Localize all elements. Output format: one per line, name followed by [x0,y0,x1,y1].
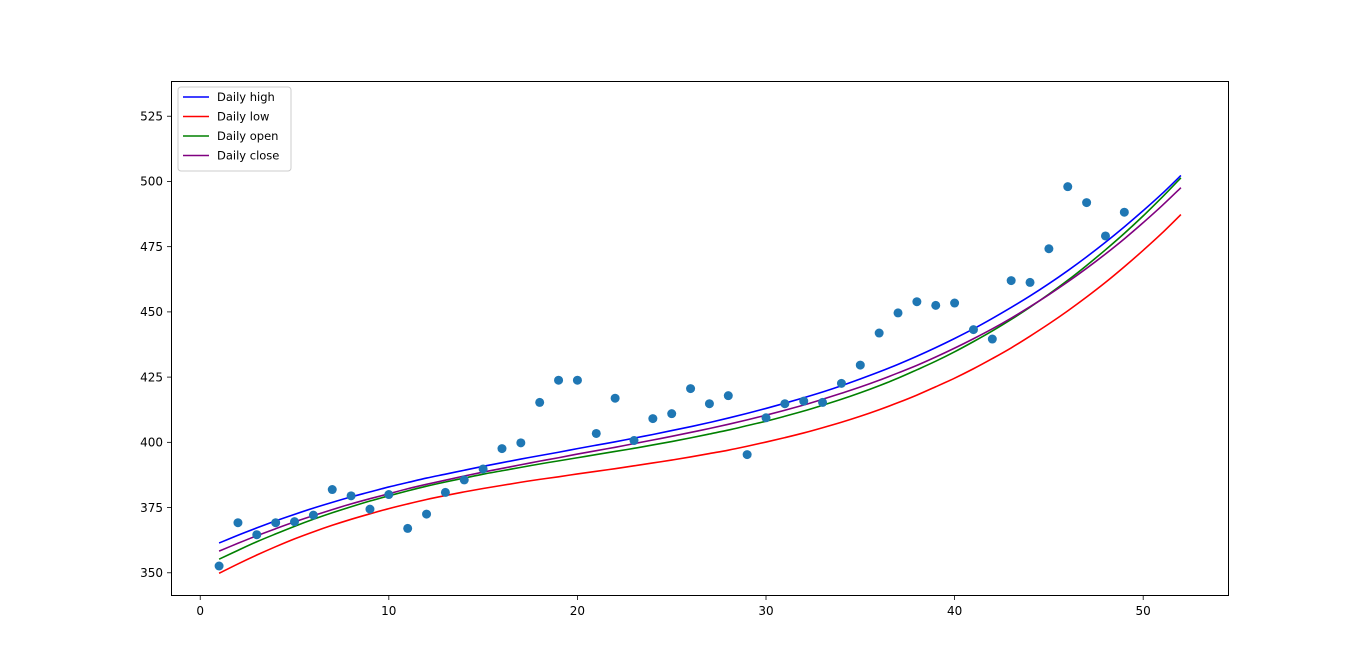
scatter-point [591,428,601,438]
scatter-point [686,384,696,394]
y-tick-label: 475 [140,240,163,254]
x-tick-label: 40 [947,604,962,618]
scatter-point [893,308,903,318]
legend-label-daily-high: Daily high [217,90,275,104]
series-line-daily-close [218,187,1182,552]
scatter-point [516,438,526,448]
series-line-daily-low [218,214,1182,575]
y-tick-label: 450 [140,305,163,319]
scatter-point [554,375,564,385]
scatter-point [1006,276,1016,286]
y-tick-label: 500 [140,175,163,189]
legend-label-daily-low: Daily low [217,110,269,124]
scatter-point [384,490,394,500]
scatter-point [327,485,337,495]
scatter-point [968,325,978,335]
scatter-point [780,399,790,409]
x-tick-label: 50 [1136,604,1151,618]
scatter-point [1082,198,1092,208]
scatter-point [987,334,997,344]
scatter-point [403,523,413,533]
plot-frame [171,81,1229,596]
legend-label-daily-close: Daily close [217,149,279,163]
x-axis: 0 10 20 30 40 50 [196,596,1151,618]
legend-box [177,86,292,172]
scatter-point [1063,182,1073,192]
plot-background [171,81,1229,596]
x-tick-label: 10 [381,604,396,618]
scatter-point [723,391,733,401]
scatter-point [1119,207,1129,217]
scatter-point [648,414,658,424]
y-tick-label: 400 [140,436,163,450]
scatter-point [704,399,714,409]
scatter-point [950,298,960,308]
scatter-point [799,396,809,406]
scatter-point [836,378,846,388]
scatter-point [422,509,432,519]
x-tick-label: 0 [196,604,204,618]
scatter-point [290,517,300,527]
scatter-points [214,182,1129,571]
scatter-point [1100,231,1110,241]
scatter-point [214,561,224,571]
scatter-point [308,510,318,520]
scatter-point [497,444,507,454]
scatter-point [252,530,262,540]
x-tick-label: 30 [758,604,773,618]
legend: Daily high Daily low Daily open Daily close [177,86,292,172]
series-line-daily-high [218,174,1182,544]
scatter-point [1044,244,1054,254]
scatter-point [874,328,884,338]
scatter-point [818,397,828,407]
series-lines [218,174,1182,575]
scatter-point [742,450,752,460]
scatter-point [365,504,375,514]
scatter-point [572,375,582,385]
scatter-point [271,518,281,528]
y-tick-label: 350 [140,566,163,580]
scatter-point [233,518,243,528]
scatter-point [667,409,677,419]
scatter-point [535,397,545,407]
scatter-point [478,464,488,474]
y-axis: 350 375 400 425 450 475 500 525 [140,110,171,580]
scatter-point [912,297,922,307]
scatter-point [855,360,865,370]
y-tick-label: 525 [140,110,163,124]
scatter-point [931,300,941,310]
scatter-point [629,436,639,446]
plot-area [171,81,1229,596]
y-tick-label: 375 [140,501,163,515]
legend-label-daily-open: Daily open [217,129,278,143]
scatter-point [1025,277,1035,287]
x-tick-label: 20 [570,604,585,618]
scatter-point [459,475,469,485]
scatter-point [610,393,620,403]
scatter-point [761,413,771,423]
scatter-point [346,491,356,501]
y-tick-label: 425 [140,370,163,384]
scatter-point [440,487,450,497]
